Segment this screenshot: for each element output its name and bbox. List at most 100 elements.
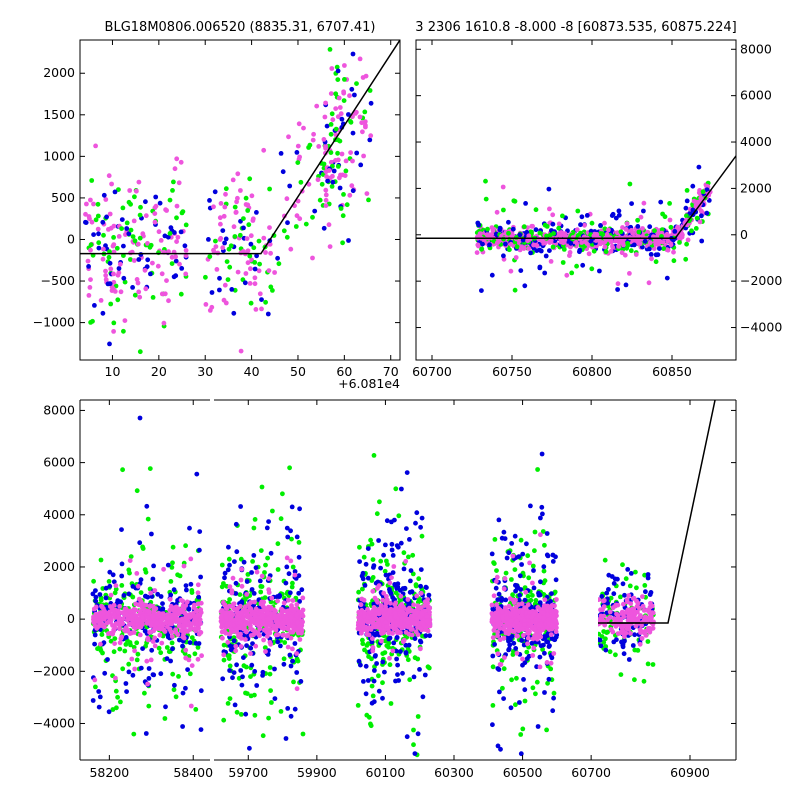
panel3-point-blue	[93, 594, 99, 600]
panel3-point-pink	[145, 681, 151, 687]
panel3-point-blue	[550, 552, 556, 558]
panel3-point-green	[415, 656, 421, 662]
panel3-point-green	[189, 590, 195, 595]
panel2-point-pink	[494, 209, 500, 215]
panel3-point-green	[603, 644, 609, 649]
panel3-point-green	[607, 649, 613, 655]
panel3-point-pink	[186, 657, 192, 663]
panel3-point-pink	[227, 584, 233, 589]
panel3-point-blue	[230, 675, 235, 681]
panel1-point-blue	[119, 217, 125, 223]
panel2-point-green	[575, 233, 581, 238]
panel3-point-pink	[151, 607, 157, 613]
panel1-point-pink	[156, 229, 162, 235]
panel3-point-pink	[167, 607, 173, 613]
panel1-ytick-label: −500	[41, 273, 75, 288]
panel3-point-green	[608, 595, 614, 601]
panel3-point-blue	[222, 570, 228, 576]
panel1-point-pink	[93, 143, 98, 149]
panel3-point-blue	[521, 677, 526, 682]
panel1-point-pink	[364, 191, 370, 197]
panel3-point-blue	[495, 597, 501, 602]
panel3-point-blue	[241, 655, 246, 660]
panel1-point-green	[124, 220, 130, 226]
panel3-point-blue	[404, 470, 410, 475]
panel1-point-pink	[235, 195, 240, 201]
panel3-point-pink	[188, 703, 194, 709]
panel3-point-blue	[512, 533, 518, 539]
panel1-point-pink	[134, 277, 140, 282]
panel3-point-blue	[371, 678, 377, 684]
panel1-point-pink	[118, 289, 124, 295]
panel1-point-pink	[261, 235, 267, 241]
panel1-point-green	[169, 261, 175, 266]
panel3-point-green	[512, 567, 518, 572]
panel3-point-green	[492, 537, 498, 542]
panel3-point-green	[387, 662, 393, 668]
panel1-point-green	[237, 232, 243, 238]
panel3-point-pink	[192, 626, 198, 632]
panel3-point-blue	[371, 601, 377, 607]
panel1-point-pink	[245, 260, 251, 266]
panel3-point-blue	[253, 565, 259, 571]
panel3-point-green	[522, 698, 528, 704]
panel3-point-blue	[165, 634, 171, 640]
panel1-point-pink	[214, 267, 220, 272]
panel3-point-blue	[244, 643, 250, 648]
panel1-point-green	[295, 160, 301, 166]
panel1-point-blue	[220, 228, 226, 234]
panel3-point-green	[135, 651, 141, 657]
panel2-point-green	[514, 244, 520, 250]
panel2-point-green	[662, 214, 668, 220]
panel3-point-pink	[261, 599, 267, 605]
panel3-point-green	[187, 671, 193, 677]
panel3-point-green	[602, 557, 608, 563]
panel3-point-pink	[300, 595, 306, 601]
panel3-point-pink	[288, 558, 294, 564]
panel1-point-pink	[106, 227, 111, 232]
panel3-point-pink	[288, 635, 294, 641]
panel2-point-green	[591, 248, 597, 254]
panel3-point-green	[540, 529, 546, 534]
panel3-point-green	[380, 680, 385, 686]
panel1-point-blue	[92, 303, 97, 308]
panel1-point-green	[267, 186, 272, 192]
panel3-point-pink	[411, 602, 417, 608]
panel1-point-green	[341, 98, 347, 103]
panel3-point-green	[599, 634, 605, 639]
panel1-point-blue	[207, 198, 212, 203]
panel3-point-green	[176, 674, 181, 679]
panel3-point-pink	[167, 620, 173, 626]
panel1-point-blue	[285, 220, 290, 226]
panel2-point-green	[659, 227, 665, 233]
panel1-point-pink	[348, 150, 353, 156]
panel1-point-pink	[223, 191, 228, 197]
panel1-point-blue	[153, 194, 159, 200]
panel2-point-green	[550, 244, 556, 250]
panel3-point-green	[382, 638, 388, 644]
panel3-point-pink	[265, 610, 270, 616]
panel1-point-pink	[359, 120, 365, 126]
panel3-point-pink	[364, 631, 370, 637]
panel3-point-pink	[269, 595, 275, 601]
panel1-point-blue	[275, 255, 280, 261]
panel3-point-green	[603, 636, 608, 642]
panel2-point-pink	[619, 250, 625, 256]
panel3-point-green	[513, 702, 518, 708]
panel1-point-pink	[85, 258, 91, 264]
panel2-point-blue	[613, 215, 619, 221]
panel3-point-green	[112, 636, 118, 641]
panel1-point-pink	[177, 261, 182, 267]
panel3-point-blue	[620, 581, 626, 587]
panel1-point-green	[122, 279, 128, 285]
panel3-point-blue	[404, 734, 410, 740]
panel3-point-blue	[400, 670, 405, 676]
panel3-point-green	[371, 453, 377, 458]
panel1-point-green	[93, 217, 99, 223]
panel1-point-blue	[107, 260, 113, 266]
panel3-point-green	[530, 563, 536, 569]
panel3-point-green	[514, 675, 519, 681]
panel3-point-pink	[393, 605, 399, 611]
panel2-point-green	[661, 246, 666, 252]
panel1-point-green	[101, 232, 106, 238]
